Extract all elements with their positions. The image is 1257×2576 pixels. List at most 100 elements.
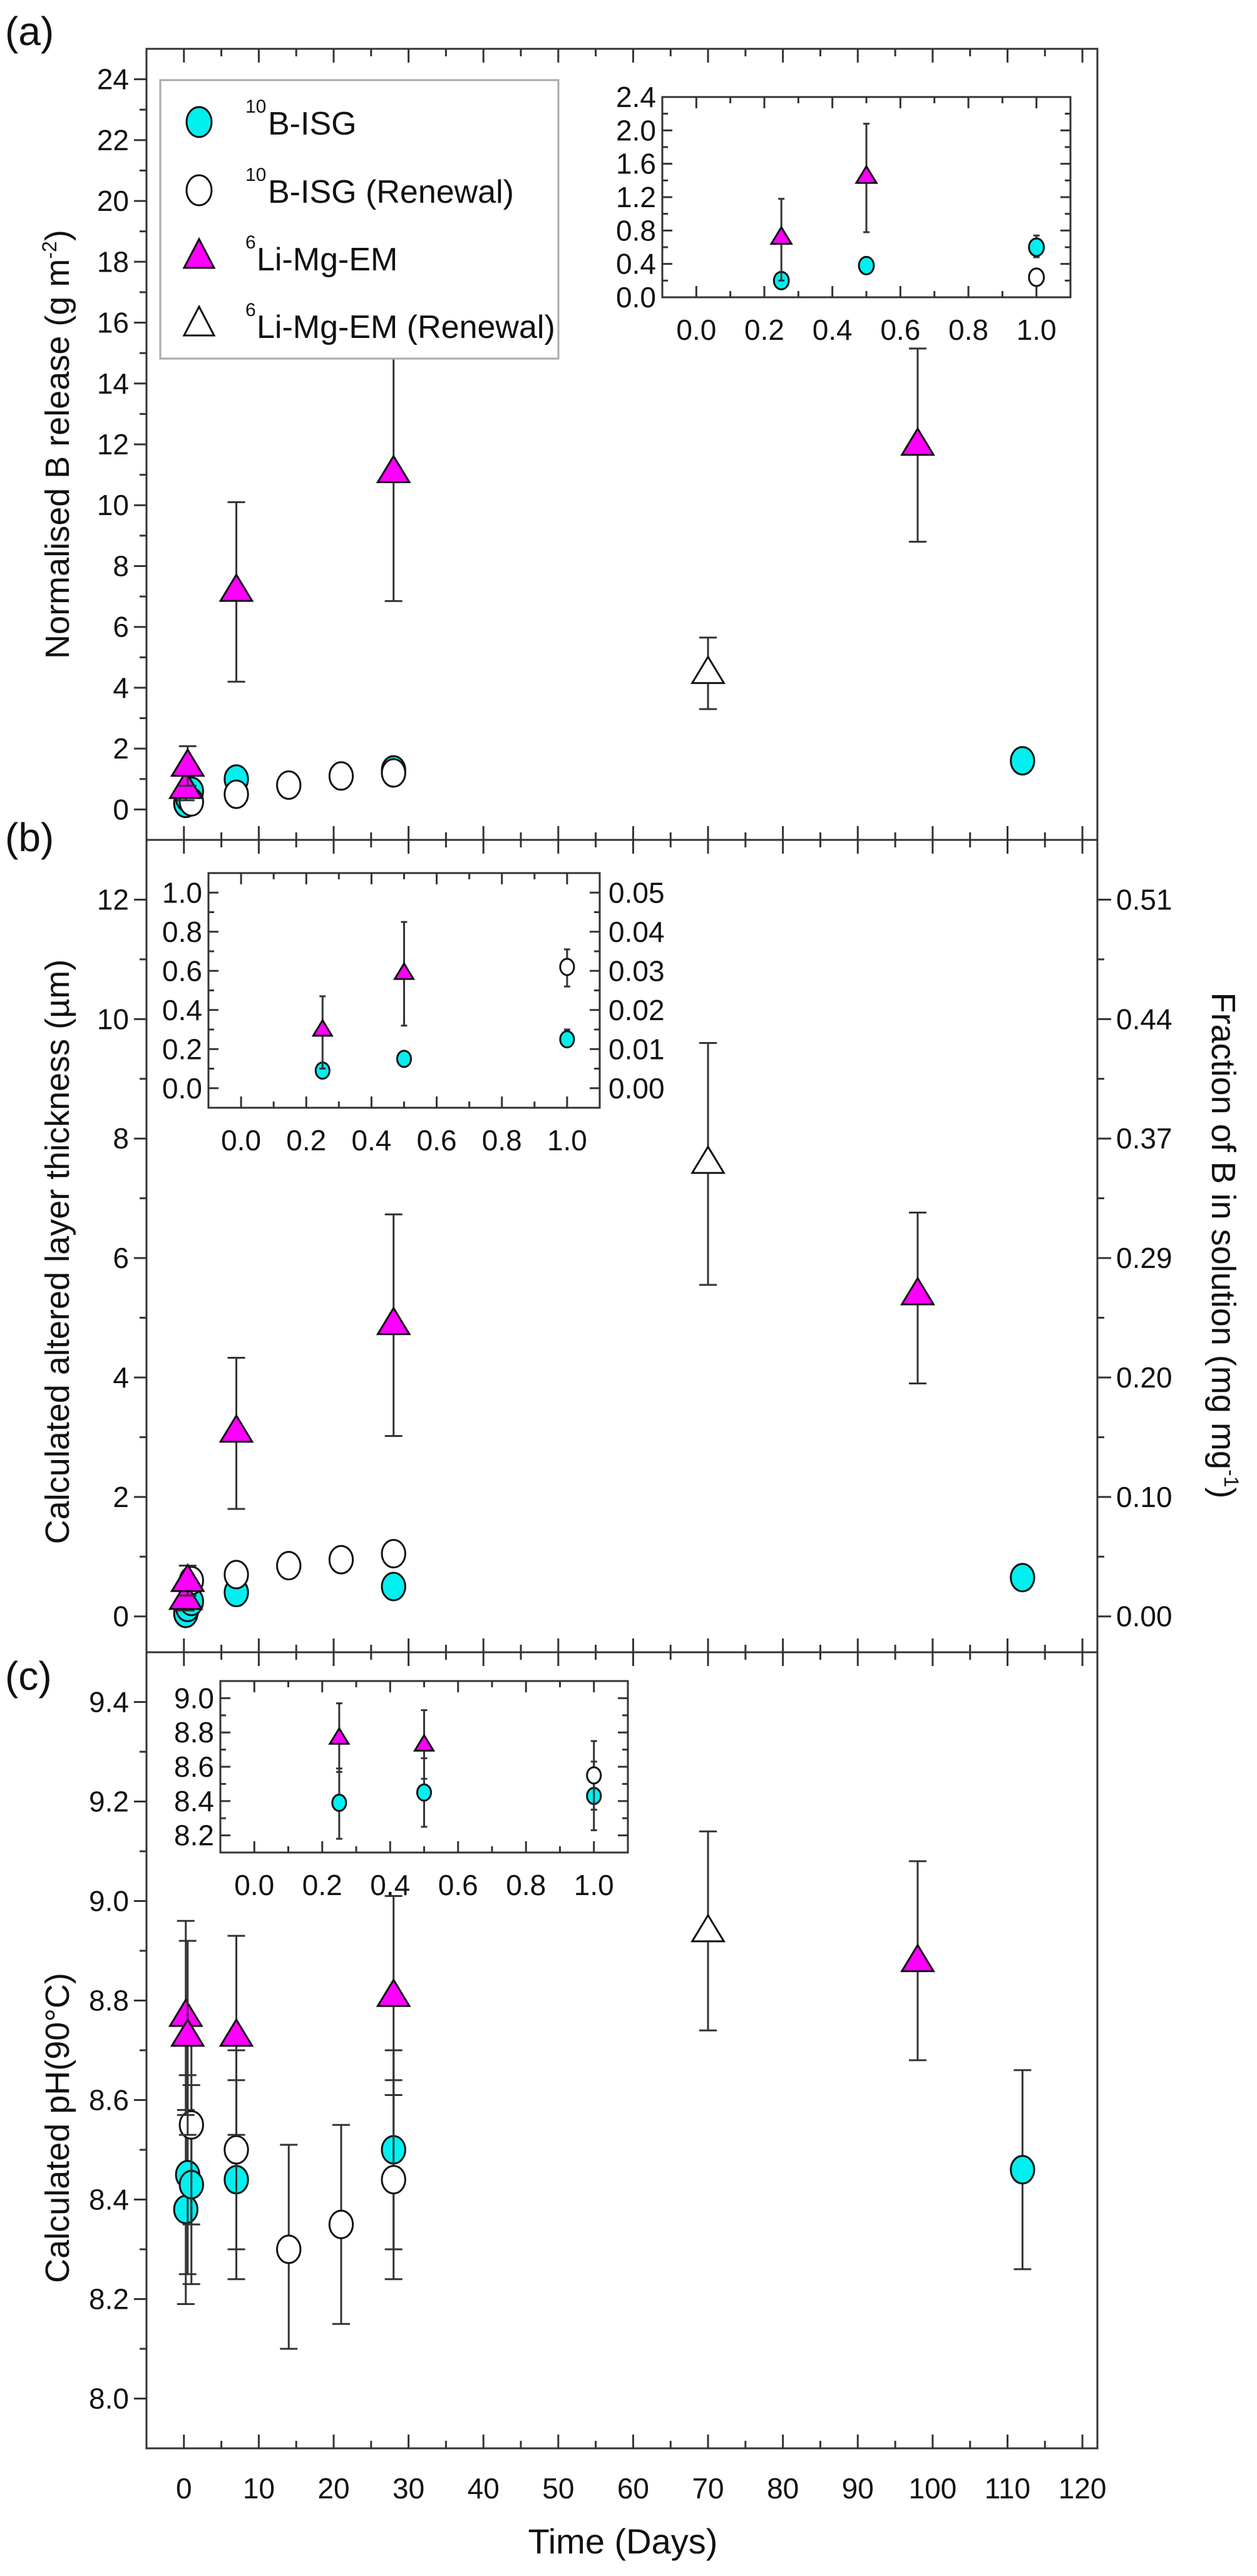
series-6li-mg-em [168,345,935,802]
legend-label: Li-Mg-EM [257,242,398,278]
data-point-filled-triangle [218,1413,254,1443]
series-6li-mg-em-renewal- [690,1830,726,2032]
inset-y-tick-label: 0.2 [162,1033,202,1065]
inset-series-10b-isg [772,234,1045,290]
data-point-open-circle [223,1560,249,1590]
legend-item-isg-renewal: 10 B-ISG (Renewal) [185,165,514,210]
y2-axis-title-b: Fraction of B in solution (mg mg-1) [1204,993,1243,1499]
inset-panel-b: 0.0 0.2 0.4 0.6 0.8 1.0 0.0 0.2 0.4 0.6 0.8 1.0 0.00… [162,872,665,1157]
y-tick-label: 8.0 [89,2383,129,2415]
data-point-open-circle [223,779,249,809]
panel-label-b: (b) [5,815,54,860]
inset-series-10b-isg [314,1028,575,1080]
data-point-filled-triangle [218,573,254,602]
data-point-filled-triangle [900,427,935,456]
data-point-filled-triangle [900,1276,935,1306]
inset-y2-tick-label: 0.05 [608,876,665,909]
data-point-filled-triangle [854,164,878,184]
x-tick-label: 10 [243,2472,275,2505]
series-6li-mg-em-renewal- [690,1042,726,1286]
inset-x-tick-label: 0.6 [417,1124,457,1157]
inset-y-tick-label: 0.0 [162,1072,202,1105]
data-point-open-circle [559,958,575,976]
y-tick-label: 9.0 [89,1885,129,1918]
y-tick-label: 9.2 [89,1786,129,1818]
y2-tick-label: 0.10 [1116,1481,1172,1513]
legend-sup: 10 [245,165,266,185]
legend-sup: 10 [245,96,266,117]
y2-tick-label: 0.37 [1116,1122,1172,1155]
inset-series-10b-isg-renewal- [586,1740,602,1811]
data-point-filled-triangle [170,2018,205,2047]
inset-x-tick-label: 0.8 [482,1124,522,1157]
y-tick-label: 14 [97,367,129,400]
legend-sup: 6 [245,300,256,320]
data-point-filled-circle [1010,2155,1035,2185]
panel-b: 0 2 4 6 8 10 12 0.00 0.10 0.20 0.29 0.37 0.44 0.51 0.0… [97,839,1172,1653]
inset-x-tick-label: 0.4 [351,1124,391,1157]
y-tick-label: 8.8 [89,1985,129,2017]
inset-y-tick-label: 2.0 [616,114,656,146]
inset-y2-tick-label: 0.04 [608,916,665,948]
data-point-open-circle [276,1551,302,1581]
data-point-filled-triangle [413,1733,436,1752]
y-axis-title-b: Calculated altered layer thickness (µm) [39,959,76,1544]
x-tick-label: 100 [908,2472,957,2505]
inset-y2-tick-label: 0.02 [608,994,665,1026]
inset-panel-c: 0.0 0.2 0.4 0.6 0.8 1.0 8.28.48.68.89.0 [174,1680,629,1901]
x-tick-label: 30 [392,2472,424,2505]
inset-series-10b-isg-renewal- [1028,267,1045,287]
x-tick-label: 70 [692,2472,724,2505]
inset-y-tick-label: 2.4 [616,81,656,113]
panel-label-c: (c) [5,1653,52,1699]
x-tick-label: 60 [617,2472,649,2505]
inset-x-tick-label: 1.0 [547,1124,587,1157]
data-point-open-triangle [690,655,726,684]
series-6li-mg-em [168,1860,935,2136]
legend-item-isg: 10 B-ISG [185,96,357,142]
legend: 10 B-ISG 10 B-ISG (Renewal) 6 Li-Mg-EM 6… [159,79,560,360]
inset-x-tick-label: 0.8 [506,1869,546,1901]
data-point-open-circle [381,1539,406,1569]
y-tick-label: 8 [113,549,129,582]
inset-x-tick-label: 0.2 [302,1869,342,1901]
y2-tick-label: 0.51 [1116,883,1172,916]
x-tick-label: 20 [317,2472,349,2505]
y2-tick-label: 0.00 [1116,1600,1172,1633]
legend-item-limgem-renewal: 6 Li-Mg-EM (Renewal) [182,300,555,345]
data-point-open-circle [276,2234,302,2264]
inset-y-tick-label: 0.4 [162,994,202,1026]
series-6li-mg-em-renewal- [690,636,726,710]
inset-y-tick-label: 0.0 [616,281,656,314]
inset-series-6li-mg-em [769,123,878,282]
y-tick-label: 8.2 [89,2283,129,2316]
data-point-filled-circle [1010,746,1035,776]
y-tick-label: 10 [97,489,129,521]
y-tick-label: 8.4 [89,2184,129,2216]
y2-tick-label: 0.44 [1116,1003,1172,1035]
data-point-open-circle [328,761,354,791]
y-tick-label: 6 [113,1242,129,1274]
legend-label: Li-Mg-EM (Renewal) [257,309,555,345]
inset-x-tick-label: 0.4 [370,1869,410,1901]
x-axis-title: Time (Days) [528,2522,718,2561]
legend-marker-open-triangle [182,304,216,337]
x-tick-label: 40 [468,2472,500,2505]
inset-y-tick-label: 8.8 [174,1716,214,1749]
inset-y-tick-label: 8.4 [174,1785,214,1817]
legend-sup: 6 [245,232,256,253]
data-point-filled-circle [858,255,875,275]
inset-y2-tick-label: 0.01 [608,1033,665,1065]
inset-y-tick-label: 8.2 [174,1819,214,1852]
y-tick-label: 24 [97,63,129,96]
inset-x-tick-label: 1.0 [574,1869,614,1901]
y-tick-label: 8 [113,1122,129,1155]
y2-tick-label: 0.20 [1116,1361,1172,1394]
inset-x-tick-label: 0.2 [744,314,784,346]
y-tick-label: 0 [113,793,129,825]
y-tick-label: 8.6 [89,2084,129,2117]
data-point-filled-triangle [376,1978,411,2007]
inset-y-tick-label: 9.0 [174,1682,214,1714]
legend-marker-filled-triangle [182,237,216,269]
